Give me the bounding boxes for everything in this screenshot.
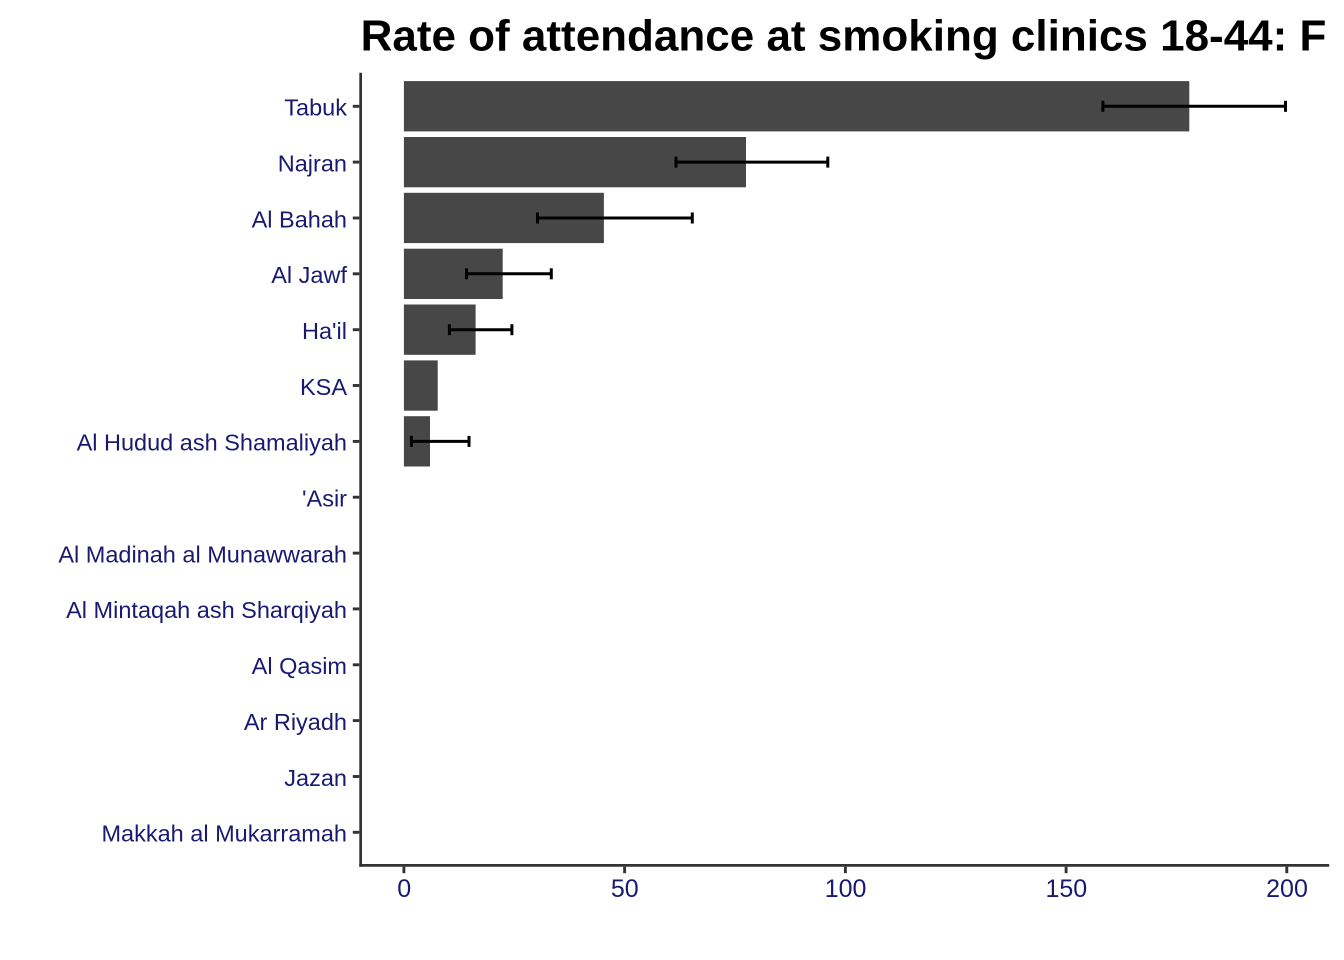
svg-text:50: 50 bbox=[611, 875, 639, 903]
svg-text:200: 200 bbox=[1266, 875, 1308, 903]
svg-text:Al Hudud ash Shamaliyah: Al Hudud ash Shamaliyah bbox=[77, 430, 347, 456]
svg-text:150: 150 bbox=[1045, 875, 1087, 903]
svg-text:Al Bahah: Al Bahah bbox=[252, 206, 347, 232]
svg-text:Jazan: Jazan bbox=[284, 765, 347, 791]
svg-text:KSA: KSA bbox=[300, 374, 347, 400]
svg-text:Al Jawf: Al Jawf bbox=[271, 262, 347, 288]
svg-text:Al Qasim: Al Qasim bbox=[252, 653, 347, 679]
svg-text:0: 0 bbox=[397, 875, 411, 903]
svg-text:'Asir: 'Asir bbox=[302, 486, 347, 512]
svg-text:Al Madinah al Munawwarah: Al Madinah al Munawwarah bbox=[58, 541, 347, 567]
svg-text:Najran: Najran bbox=[278, 150, 347, 176]
svg-text:Tabuk: Tabuk bbox=[284, 95, 347, 121]
svg-text:Ha'il: Ha'il bbox=[302, 318, 347, 344]
svg-text:Makkah al Mukarramah: Makkah al Mukarramah bbox=[101, 821, 347, 847]
svg-text:100: 100 bbox=[825, 875, 867, 903]
svg-text:Al Mintaqah ash Sharqiyah: Al Mintaqah ash Sharqiyah bbox=[66, 597, 347, 623]
svg-text:Rate of attendance at smoking: Rate of attendance at smoking clinics 18… bbox=[361, 12, 1327, 61]
svg-text:Ar Riyadh: Ar Riyadh bbox=[244, 709, 347, 735]
